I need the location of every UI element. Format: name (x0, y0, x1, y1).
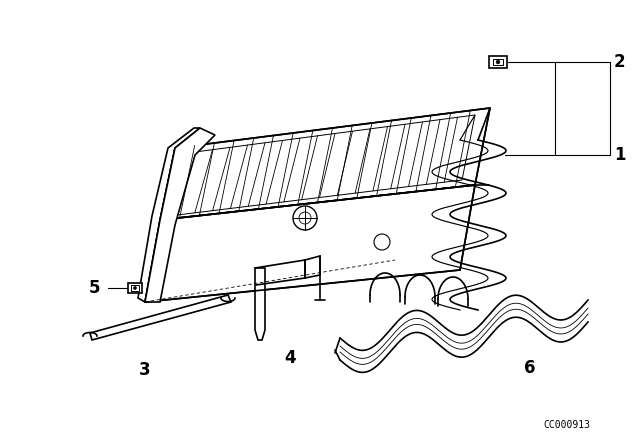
Polygon shape (160, 108, 490, 220)
Text: 6: 6 (524, 359, 536, 377)
Polygon shape (489, 56, 507, 68)
Polygon shape (145, 128, 215, 302)
Circle shape (293, 206, 317, 230)
Polygon shape (138, 128, 200, 302)
Text: 3: 3 (139, 361, 151, 379)
Text: CC000913: CC000913 (543, 420, 590, 430)
Text: 4: 4 (284, 349, 296, 367)
Text: 2: 2 (614, 53, 626, 71)
Text: 5: 5 (88, 279, 100, 297)
Polygon shape (90, 295, 231, 340)
Polygon shape (305, 256, 320, 278)
Text: 1: 1 (614, 146, 625, 164)
Circle shape (496, 60, 500, 64)
Polygon shape (128, 283, 142, 293)
Circle shape (134, 287, 136, 289)
Circle shape (374, 234, 390, 250)
Polygon shape (255, 268, 265, 340)
Polygon shape (145, 185, 475, 302)
